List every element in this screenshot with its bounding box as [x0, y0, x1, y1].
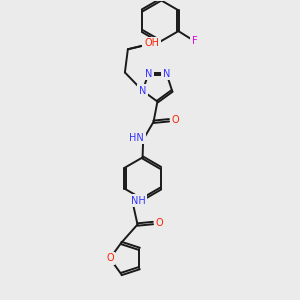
Text: O: O [156, 218, 163, 228]
Text: N: N [145, 69, 152, 79]
Text: O: O [106, 254, 114, 263]
Text: OH: OH [144, 38, 159, 48]
Text: F: F [192, 36, 198, 46]
Text: HN: HN [129, 133, 144, 142]
Text: N: N [139, 86, 146, 96]
Text: NH: NH [131, 196, 146, 206]
Text: O: O [172, 115, 179, 125]
Text: N: N [163, 69, 170, 79]
